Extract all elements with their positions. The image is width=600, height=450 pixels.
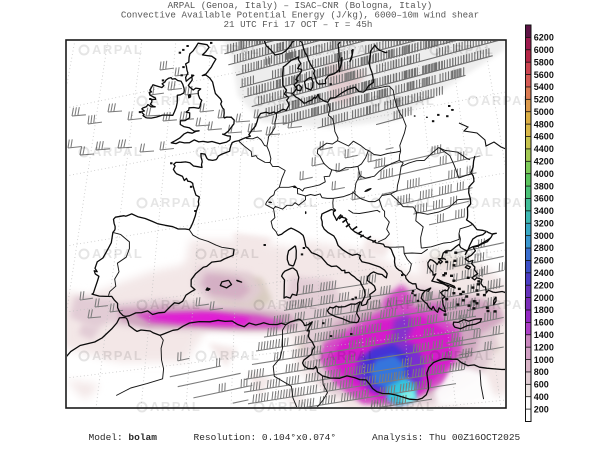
svg-text:5000: 5000 (534, 107, 554, 117)
svg-text:4000: 4000 (534, 169, 554, 179)
svg-text:ARPAL: ARPAL (92, 246, 143, 261)
svg-text:Analysis: Thu 00Z16OCT2025: Analysis: Thu 00Z16OCT2025 (372, 432, 521, 443)
svg-text:6200: 6200 (534, 33, 554, 43)
svg-text:ARPAL: ARPAL (384, 93, 435, 108)
svg-text:ARPAL: ARPAL (326, 42, 377, 57)
svg-text:21 UTC Fri 17 OCT – τ = 45h: 21 UTC Fri 17 OCT – τ = 45h (224, 19, 373, 30)
svg-text:800: 800 (534, 367, 549, 377)
svg-text:2800: 2800 (534, 243, 554, 253)
svg-text:ARPAL: ARPAL (326, 348, 377, 363)
svg-text:3000: 3000 (534, 231, 554, 241)
svg-text:Resolution: 0.104°x0.074°: Resolution: 0.104°x0.074° (194, 432, 337, 443)
svg-text:ARPAL: ARPAL (443, 144, 494, 159)
svg-text:600: 600 (534, 380, 549, 390)
svg-text:1400: 1400 (534, 330, 554, 340)
svg-text:3400: 3400 (534, 206, 554, 216)
svg-text:200: 200 (534, 404, 549, 414)
svg-text:ARPAL: ARPAL (209, 246, 260, 261)
svg-text:1800: 1800 (534, 305, 554, 315)
svg-text:ARPAL: ARPAL (92, 42, 143, 57)
svg-text:ARPAL: ARPAL (209, 348, 260, 363)
svg-text:ARPAL: ARPAL (326, 144, 377, 159)
svg-text:5800: 5800 (534, 57, 554, 67)
svg-text:ARPAL: ARPAL (267, 195, 318, 210)
svg-text:ARPAL: ARPAL (150, 195, 201, 210)
svg-text:5600: 5600 (534, 70, 554, 80)
svg-text:ARPAL: ARPAL (267, 297, 318, 312)
svg-text:ARPAL: ARPAL (326, 246, 377, 261)
svg-text:5400: 5400 (534, 82, 554, 92)
svg-text:ARPAL: ARPAL (92, 348, 143, 363)
svg-text:4600: 4600 (534, 132, 554, 142)
svg-text:3600: 3600 (534, 194, 554, 204)
svg-text:Model: bolam: Model: bolam (89, 432, 158, 443)
svg-text:ARPAL: ARPAL (443, 42, 494, 57)
svg-text:2400: 2400 (534, 268, 554, 278)
svg-text:2200: 2200 (534, 280, 554, 290)
svg-text:6000: 6000 (534, 45, 554, 55)
svg-text:ARPAL: ARPAL (267, 93, 318, 108)
svg-text:ARPAL (Genoa, Italy) – ISAC: ARPAL (Genoa, Italy) – ISAC–CNR (Bologna… (168, 0, 433, 11)
svg-text:ARPAL: ARPAL (209, 42, 260, 57)
svg-text:1200: 1200 (534, 342, 554, 352)
svg-text:4400: 4400 (534, 144, 554, 154)
svg-text:400: 400 (534, 392, 549, 402)
svg-text:1600: 1600 (534, 318, 554, 328)
svg-text:5200: 5200 (534, 95, 554, 105)
svg-text:4800: 4800 (534, 119, 554, 129)
svg-text:2000: 2000 (534, 293, 554, 303)
svg-text:3800: 3800 (534, 181, 554, 191)
svg-text:1000: 1000 (534, 355, 554, 365)
svg-text:ARPAL: ARPAL (384, 399, 435, 414)
svg-text:ARPAL: ARPAL (209, 144, 260, 159)
svg-text:ARPAL: ARPAL (150, 399, 201, 414)
svg-text:3200: 3200 (534, 218, 554, 228)
svg-text:ARPAL: ARPAL (384, 195, 435, 210)
svg-text:ARPAL: ARPAL (150, 93, 201, 108)
svg-text:ARPAL: ARPAL (443, 246, 494, 261)
svg-text:2600: 2600 (534, 256, 554, 266)
svg-text:ARPAL: ARPAL (92, 144, 143, 159)
svg-text:ARPAL: ARPAL (384, 297, 435, 312)
svg-text:ARPAL: ARPAL (443, 348, 494, 363)
svg-text:ARPAL: ARPAL (267, 399, 318, 414)
svg-text:4200: 4200 (534, 157, 554, 167)
svg-text:Convective Available Potential: Convective Available Potential Energy (J… (121, 10, 479, 21)
svg-text:ARPAL: ARPAL (150, 297, 201, 312)
